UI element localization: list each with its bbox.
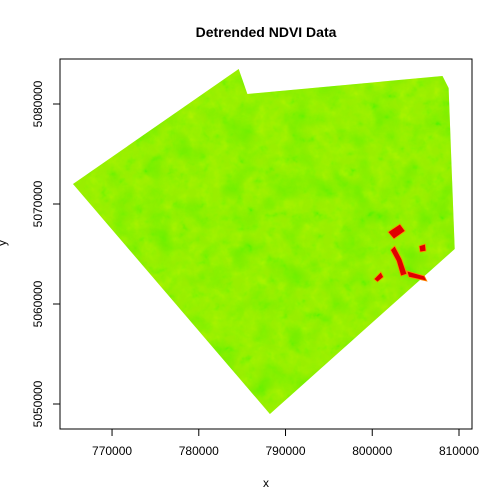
x-tick-label: 770000 [92,444,132,458]
low-ndvi-region [387,223,406,240]
y-tick-label: 5070000 [31,180,45,227]
x-axis: 770000 780000 790000 800000 810000 [92,428,479,458]
raster-texture-coarse [73,69,455,414]
low-ndvi-region [406,270,428,282]
ndvi-raster-layer [73,69,455,414]
x-tick-label: 790000 [265,444,305,458]
low-ndvi-region [418,243,427,253]
low-ndvi-region [390,245,408,277]
x-axis-label: x [263,476,269,490]
y-tick-label: 5050000 [31,380,45,427]
low-ndvi-region [373,271,385,283]
y-axis: 5050000 5060000 5070000 5080000 [31,80,61,427]
y-tick-label: 5060000 [31,280,45,327]
x-tick-label: 810000 [439,444,479,458]
ndvi-anomaly-layer [373,223,428,283]
x-tick-label: 800000 [352,444,392,458]
plot-title: Detrended NDVI Data [195,24,337,40]
y-tick-label: 5080000 [31,80,45,127]
x-tick-label: 780000 [179,444,219,458]
